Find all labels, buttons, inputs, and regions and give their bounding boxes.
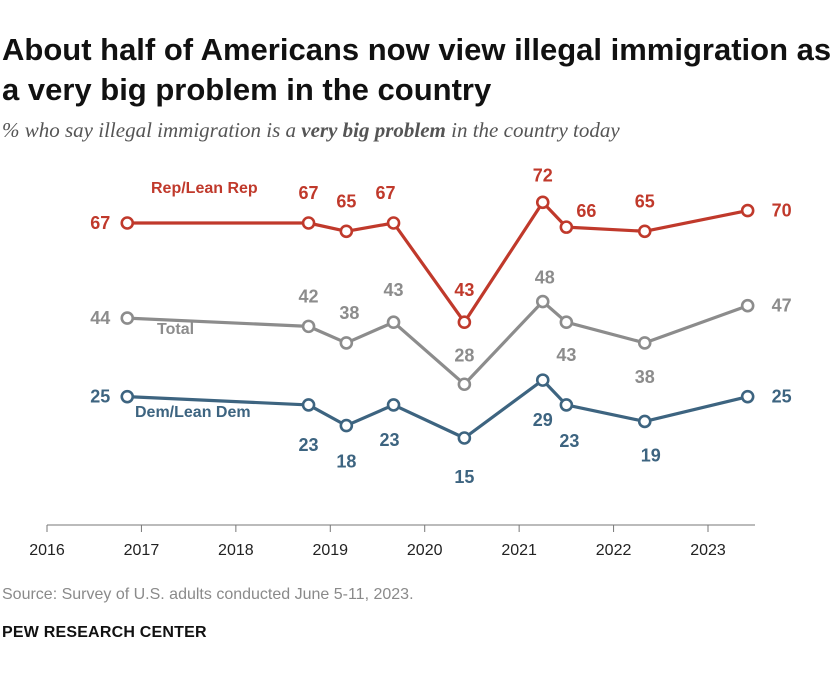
data-label-dem-lean-dem: 23: [299, 435, 319, 455]
data-label-dem-lean-dem: 19: [641, 445, 661, 465]
data-point-dem-lean-dem: [301, 398, 316, 412]
data-point-rep-lean-rep: [457, 315, 472, 330]
data-point-rep-lean-rep: [339, 224, 354, 239]
data-point-dem-lean-dem: [559, 398, 574, 412]
series-name-dem-lean-dem: Dem/Lean Dem: [135, 404, 251, 421]
data-label-total: 42: [299, 286, 319, 306]
data-point-dem-lean-dem: [457, 431, 472, 445]
data-point-rep-lean-rep: [559, 220, 574, 234]
data-point-dem-lean-dem: [339, 418, 354, 433]
data-label-dem-lean-dem: 23: [380, 430, 400, 450]
data-label-rep-lean-rep: 43: [454, 280, 474, 300]
line-chart: 2016 2017 2018 2019 2020 2021 2022 2023 67 67 65 67…: [29, 165, 792, 559]
data-label-rep-lean-rep: 65: [635, 191, 655, 211]
x-tick-label: 2022: [596, 542, 632, 559]
x-tick-label: 2021: [501, 542, 537, 559]
data-point-rep-lean-rep: [120, 216, 135, 230]
subtitle-prefix: % who say illegal immigration is a: [2, 118, 302, 142]
data-point-total: [559, 315, 574, 330]
subtitle-suffix: in the country today: [445, 118, 620, 142]
data-point-dem-lean-dem: [535, 373, 550, 387]
data-label-total: 43: [556, 345, 576, 365]
source-note: Source: Survey of U.S. adults conducted …: [2, 586, 414, 603]
data-point-rep-lean-rep: [301, 216, 316, 230]
data-point-total: [637, 336, 652, 350]
data-point-total: [120, 311, 135, 325]
data-point-dem-lean-dem: [386, 398, 401, 412]
data-point-rep-lean-rep: [740, 203, 755, 218]
data-label-dem-lean-dem: 25: [90, 387, 110, 407]
data-label-total: 44: [90, 308, 110, 328]
data-label-dem-lean-dem: 23: [559, 431, 579, 451]
data-point-total: [339, 336, 354, 350]
x-tick-label: 2017: [124, 542, 160, 559]
data-point-total: [740, 298, 755, 313]
data-label-rep-lean-rep: 66: [576, 201, 596, 221]
data-label-rep-lean-rep: 67: [90, 213, 110, 233]
data-label-dem-lean-dem: 18: [336, 452, 356, 472]
x-tick-label: 2016: [29, 542, 65, 559]
data-label-total: 48: [535, 268, 555, 288]
data-point-total: [457, 377, 472, 392]
data-point-total: [535, 294, 550, 309]
data-point-total: [386, 315, 401, 330]
data-label-total: 38: [635, 367, 655, 387]
series-name-rep-lean-rep: Rep/Lean Rep: [151, 180, 258, 197]
x-tick-label: 2019: [312, 542, 348, 559]
x-tick-label: 2023: [690, 542, 726, 559]
data-point-total: [301, 319, 316, 334]
chart-title: About half of Americans now view illegal…: [2, 32, 832, 107]
x-tick-label: 2020: [407, 542, 443, 559]
data-point-dem-lean-dem: [740, 389, 755, 404]
data-point-dem-lean-dem: [120, 389, 135, 404]
subtitle-emphasis: very big problem: [301, 118, 446, 142]
data-label-total: 47: [772, 296, 792, 316]
series-line-rep-lean-rep: [127, 200, 748, 324]
data-label-rep-lean-rep: 72: [533, 165, 553, 185]
data-point-rep-lean-rep: [386, 216, 401, 230]
chart-subtitle: % who say illegal immigration is a very …: [2, 118, 832, 143]
data-label-dem-lean-dem: 25: [772, 387, 792, 407]
data-label-dem-lean-dem: 15: [454, 467, 474, 487]
data-point-dem-lean-dem: [637, 414, 652, 429]
data-label-total: 43: [384, 280, 404, 300]
data-label-rep-lean-rep: 67: [376, 183, 396, 203]
data-point-rep-lean-rep: [535, 195, 550, 210]
data-label-total: 28: [454, 345, 474, 365]
data-label-total: 38: [339, 303, 359, 323]
data-label-rep-lean-rep: 65: [336, 191, 356, 211]
data-point-rep-lean-rep: [637, 224, 652, 239]
credit-line: PEW RESEARCH CENTER: [2, 624, 207, 641]
series-name-total: Total: [157, 321, 194, 338]
x-tick-label: 2018: [218, 542, 254, 559]
data-label-rep-lean-rep: 70: [772, 201, 792, 221]
data-label-dem-lean-dem: 29: [533, 410, 553, 430]
data-label-rep-lean-rep: 67: [299, 183, 319, 203]
